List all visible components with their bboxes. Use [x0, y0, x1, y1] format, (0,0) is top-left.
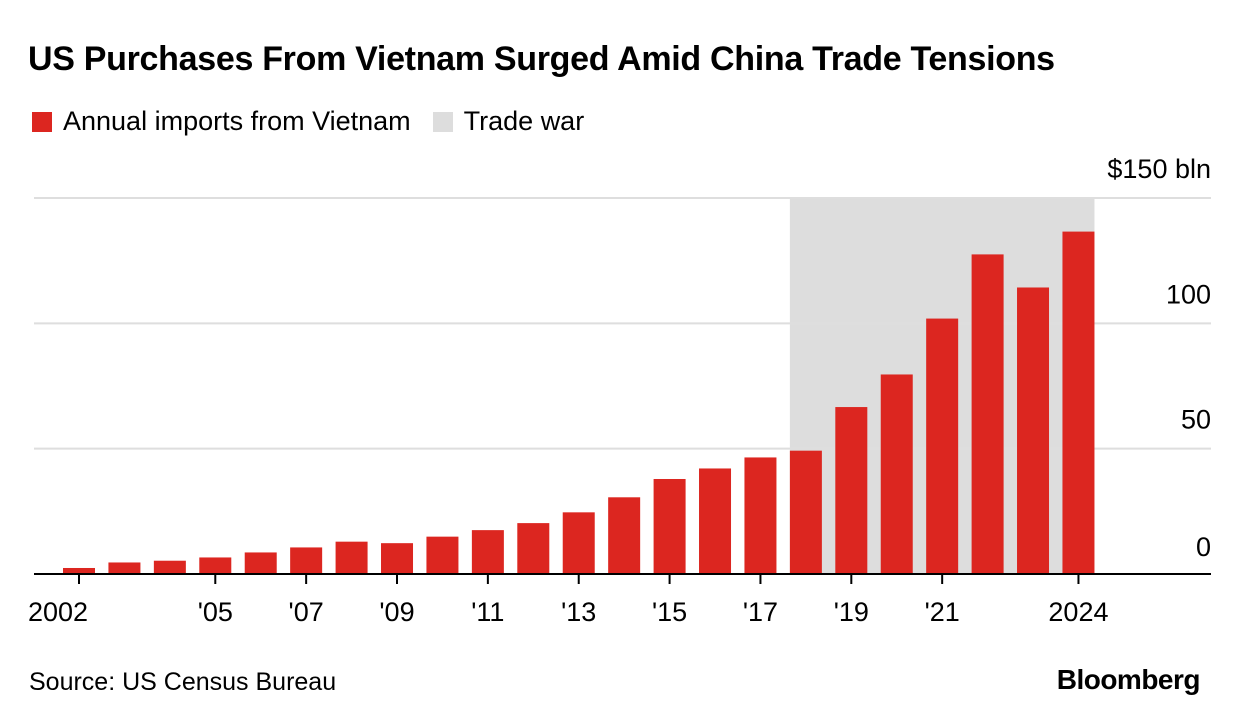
bar: [517, 523, 550, 574]
x-tick-label: '07: [289, 597, 324, 627]
x-tick-label: '05: [198, 597, 233, 627]
bar: [426, 536, 459, 574]
x-tick-label: '19: [834, 597, 869, 627]
bar: [471, 530, 504, 574]
bar: [562, 512, 595, 574]
brand-logo: Bloomberg: [1056, 664, 1201, 695]
bar: [153, 560, 186, 574]
bar: [789, 450, 822, 574]
legend-label-imports: Annual imports from Vietnam: [63, 106, 411, 136]
x-tick-label: '11: [471, 597, 504, 627]
bar: [699, 468, 732, 574]
x-tick-label: '21: [925, 597, 960, 627]
x-tick-label: '09: [379, 597, 414, 627]
y-tick-label: 100: [1166, 279, 1211, 309]
x-tick-label: 2002: [28, 597, 88, 627]
y-tick-label: 50: [1181, 405, 1211, 435]
bar: [1062, 231, 1095, 574]
x-tick-label: '17: [743, 597, 778, 627]
bar: [199, 557, 232, 574]
bar: [608, 497, 641, 574]
x-tick-label: '13: [561, 597, 596, 627]
legend-swatch-imports: [32, 111, 52, 132]
bar: [244, 552, 277, 574]
source-note: Source: US Census Bureau: [29, 668, 337, 696]
legend-label-trade-war: Trade war: [463, 106, 585, 136]
legend-item-trade-war: Trade war: [432, 106, 585, 137]
y-tick-label: $150 bln: [1107, 154, 1211, 184]
bar: [653, 478, 686, 574]
bar: [835, 407, 868, 574]
bar: [108, 562, 141, 574]
bar: [335, 541, 368, 574]
bar: [1017, 287, 1050, 574]
bar: [971, 254, 1004, 574]
bar: [381, 543, 414, 574]
chart-title: US Purchases From Vietnam Surged Amid Ch…: [28, 40, 1055, 78]
bar: [290, 547, 323, 574]
legend-swatch-trade-war: [432, 111, 453, 132]
bar: [880, 374, 913, 574]
legend: Annual imports from Vietnam Trade war: [32, 106, 606, 137]
legend-item-imports: Annual imports from Vietnam: [32, 106, 411, 137]
x-tick-label: '15: [652, 597, 687, 627]
bar: [926, 318, 959, 574]
y-tick-label: 0: [1196, 532, 1211, 562]
x-tick-label: 2024: [1048, 597, 1108, 627]
bar: [744, 457, 777, 574]
bar: [63, 567, 95, 574]
